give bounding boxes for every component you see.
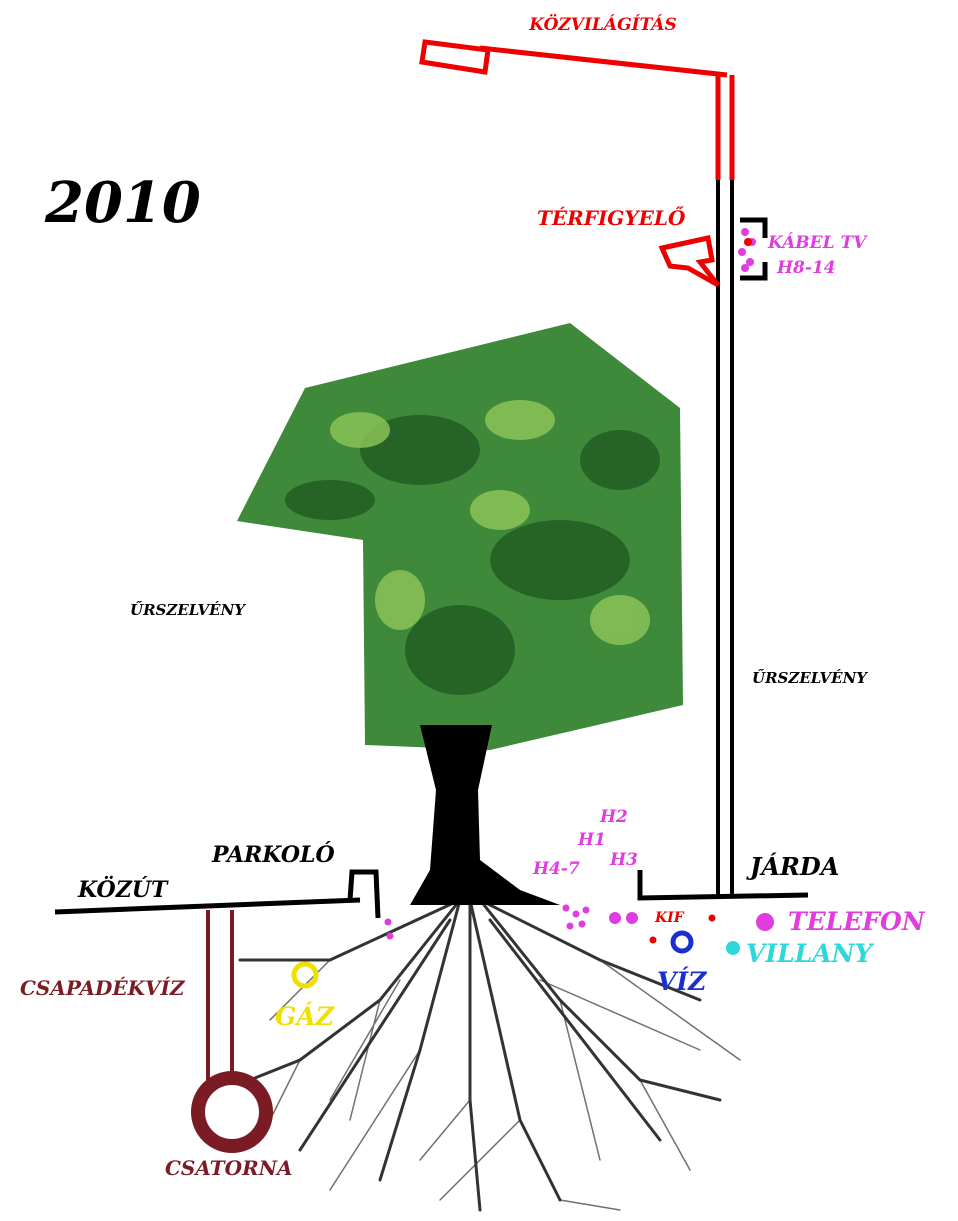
clearance-label: ŰRSZELVÉNY [752,669,868,687]
clearance-label: ŰRSZELVÉNY [130,601,246,619]
cable-label: KÁBEL TV [767,232,868,253]
line-label: H4-7 [532,859,580,879]
utility-label: VILLANY [746,939,874,968]
utility-label: CSATORNA [165,1156,293,1180]
line-label: H1 [577,830,606,850]
utility-label: VÍZ [657,967,707,996]
line-label: H2 [599,807,628,827]
road-label: KÖZÚT [77,875,169,903]
utility-label: GÁZ [275,1002,335,1031]
year: 2010 [44,170,201,236]
parking-label: PARKOLÓ [211,841,335,868]
cable-code: H8-14 [776,258,836,278]
sidewalk-label: JÁRDA [746,852,839,881]
camera-label: TÉRFIGYELŐ [537,205,686,230]
drain [198,910,266,1146]
utility-label: CSAPADÉKVÍZ [20,976,186,1000]
utility-label: TELEFON [788,907,926,936]
line-label: H3 [609,850,638,870]
streetlight-label: KÖZVILÁGÍTÁS [528,14,676,35]
diagram: KÖZVILÁGÍTÁS 2010 TÉRFIGYELŐ KÁBEL TV H8… [0,0,958,1221]
roots [240,900,740,1210]
line-label: KIF [654,910,685,926]
